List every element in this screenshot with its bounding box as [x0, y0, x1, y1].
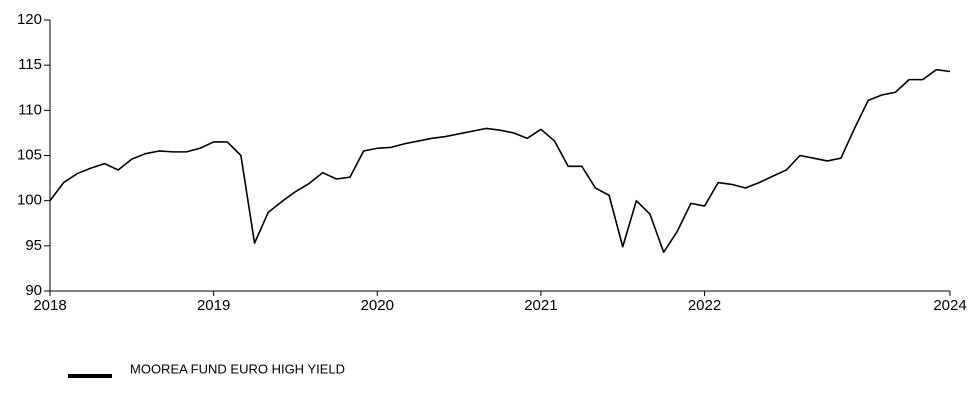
x-tick-label: 2018: [33, 297, 66, 314]
y-tick-label: 95: [25, 237, 42, 254]
x-tick-label: 2021: [524, 297, 557, 314]
x-tick-label: 2024: [933, 297, 966, 314]
y-tick-label: 120: [17, 11, 42, 28]
x-tick-label: 2022: [688, 297, 721, 314]
y-tick-label: 115: [18, 56, 42, 73]
x-tick-label: 2019: [197, 297, 230, 314]
legend-label: MOOREA FUND EURO HIGH YIELD: [130, 361, 345, 376]
y-tick-label: 110: [18, 101, 42, 118]
y-tick-label: 100: [17, 192, 42, 209]
series-line: [49, 68, 951, 253]
x-tick-label: 2020: [361, 297, 394, 314]
y-tick-label: 90: [25, 282, 42, 299]
y-tick-label: 105: [17, 146, 42, 163]
